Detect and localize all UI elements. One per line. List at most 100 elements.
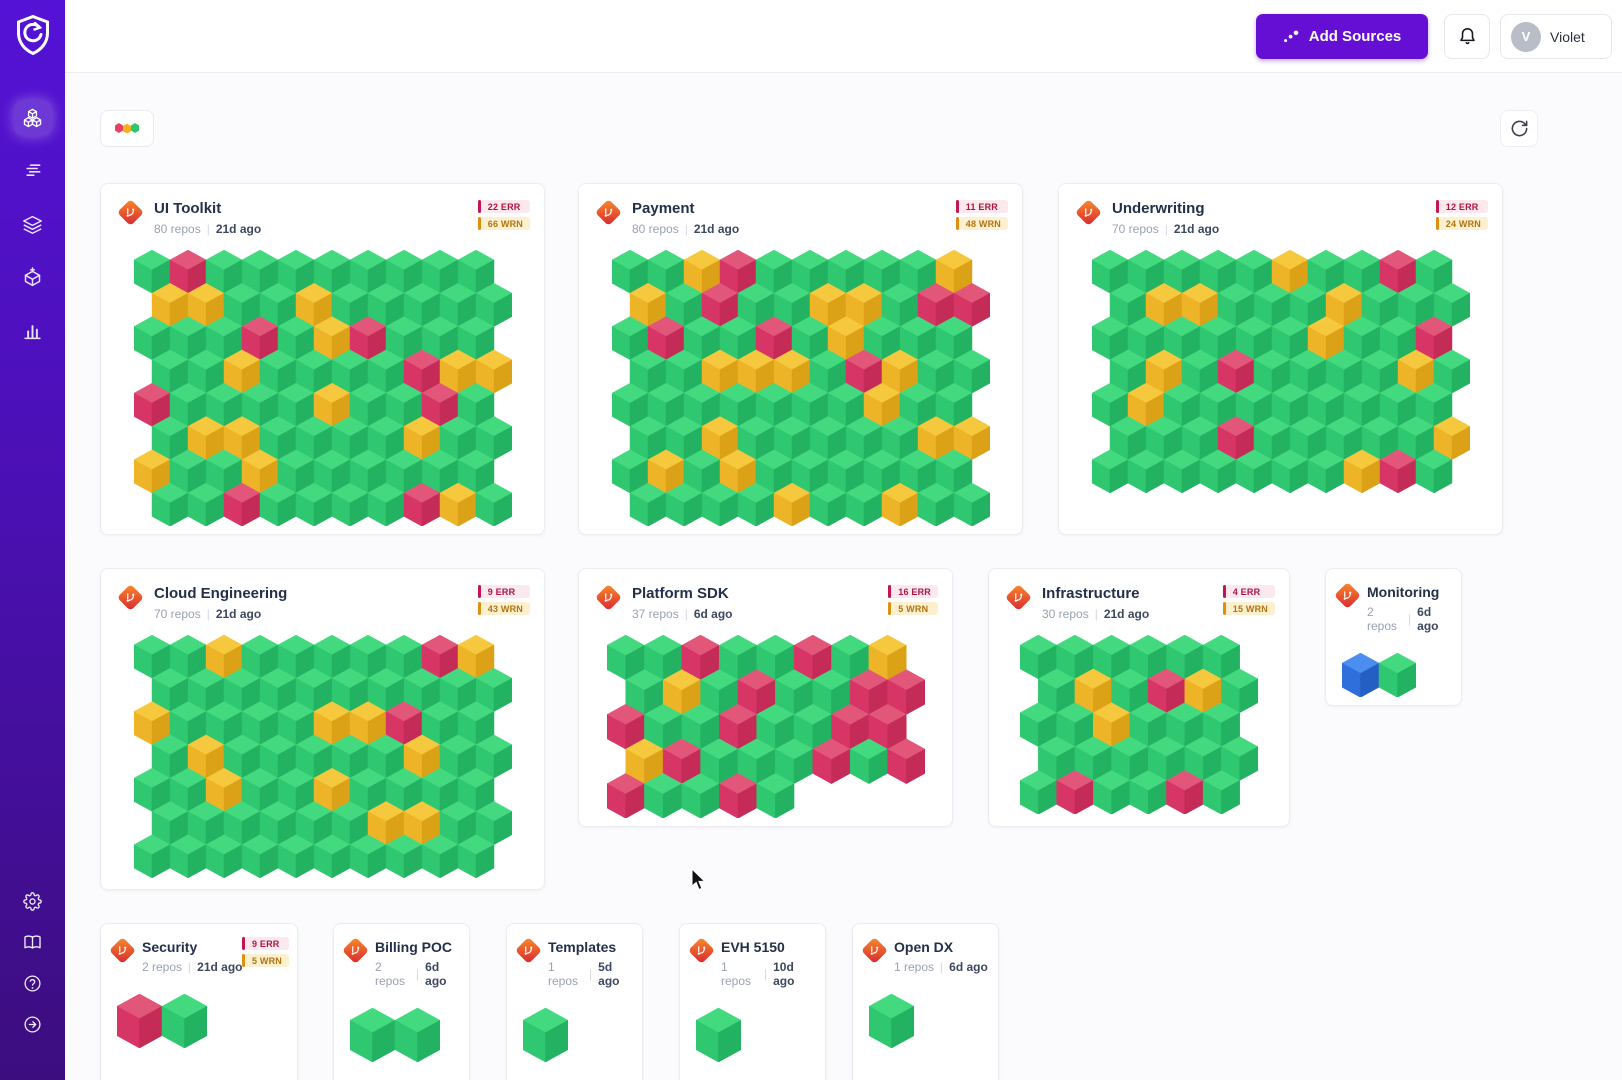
card-meta: 70 repos | 21d ago [1112,222,1219,236]
meta-divider: | [940,960,944,974]
card-header: Underwriting 70 repos | 21d ago 12 ERR 2… [1059,184,1502,242]
repo-grid-wrap [507,992,642,1072]
sidebar-footer-docs[interactable] [21,930,45,954]
group-card-platform-sdk[interactable]: Platform SDK 37 repos | 6d ago 16 ERR 5 … [578,568,953,827]
repo-count: 1 repos [548,960,579,988]
group-card-security[interactable]: Security 2 repos | 21d ago 9 ERR 5 WRN [100,923,298,1080]
meta-divider: | [763,967,768,981]
card-title: Security [142,939,198,955]
error-count: 12 ERR [1445,201,1479,212]
card-meta: 2 repos | 21d ago [142,960,243,974]
repo-cube-grid[interactable] [1091,250,1470,493]
last-updated: 6d ago [1417,605,1439,633]
error-badge: 12 ERR [1435,200,1488,213]
group-card-templates[interactable]: Templates 1 repos | 5d ago [506,923,643,1080]
error-badge: 4 ERR [1222,585,1275,598]
repo-cube-grid[interactable] [117,994,207,1048]
repo-cube-grid[interactable] [133,250,512,527]
git-diamond-icon [109,937,136,964]
group-card-infrastructure[interactable]: Infrastructure 30 repos | 21d ago 4 ERR … [988,568,1290,827]
card-header: UI Toolkit 80 repos | 21d ago 22 ERR 66 … [101,184,544,242]
sidebar-item-layers[interactable] [14,206,52,242]
repo-cube-grid[interactable] [523,1008,568,1062]
card-title: Payment [632,200,695,217]
warning-badge: 15 WRN [1222,602,1275,615]
layers-icon [22,214,43,235]
warning-badge: 43 WRN [477,602,530,615]
error-badge-bar [888,585,892,598]
card-title: Infrastructure [1042,585,1140,602]
repo-cube-grid[interactable] [606,635,925,819]
add-sources-label: Add Sources [1308,28,1402,45]
card-title: Monitoring [1367,584,1440,600]
repo-count: 70 repos [1112,222,1159,236]
group-card-evh-5150[interactable]: EVH 5150 1 repos | 10d ago [679,923,826,1080]
repo-cube-grid[interactable] [1020,635,1258,815]
group-card-ui-toolkit[interactable]: UI Toolkit 80 repos | 21d ago 22 ERR 66 … [100,183,545,535]
repo-count: 1 repos [721,960,752,988]
sparkle-dots-icon [1283,30,1299,42]
card-title: EVH 5150 [721,939,785,955]
card-title: UI Toolkit [154,200,222,217]
meta-divider: | [1094,607,1098,621]
repo-count: 2 repos [1367,605,1398,633]
repo-cube-grid[interactable] [611,250,990,527]
last-updated: 6d ago [693,607,733,621]
warning-badge-bar [1222,602,1226,615]
git-diamond-icon [342,937,369,964]
group-card-open-dx[interactable]: Open DX 1 repos | 6d ago [852,923,999,1080]
app-logo-shield-icon[interactable] [13,14,53,58]
sidebar-footer-settings[interactable] [21,889,45,913]
sidebar-item-add-package[interactable] [14,259,52,295]
git-diamond-icon [117,199,144,226]
card-meta: 1 repos | 5d ago [548,960,632,988]
warning-badge: 66 WRN [477,217,530,230]
meta-divider: | [206,222,210,236]
card-header: EVH 5150 1 repos | 10d ago [680,924,825,992]
group-card-monitoring[interactable]: Monitoring 2 repos | 6d ago [1325,568,1462,706]
meta-divider: | [684,222,688,236]
git-diamond-icon [1075,199,1102,226]
topbar: Add Sources V Violet [65,0,1622,73]
group-card-underwriting[interactable]: Underwriting 70 repos | 21d ago 12 ERR 2… [1058,183,1503,535]
gear-icon [23,891,42,911]
repo-cube-grid[interactable] [1342,653,1416,698]
mouse-cursor [691,869,706,891]
warning-count: 66 WRN [487,218,523,229]
add-sources-button[interactable]: Add Sources [1256,14,1428,59]
user-menu[interactable]: V Violet [1500,14,1612,59]
refresh-button[interactable] [1500,110,1538,147]
sidebar-footer-help[interactable] [21,971,45,995]
repo-cube-grid[interactable] [350,1008,440,1062]
group-card-payment[interactable]: Payment 80 repos | 21d ago 11 ERR 48 WRN [578,183,1023,535]
repo-grid-wrap [680,992,825,1072]
repo-cube-grid[interactable] [696,1008,741,1062]
warning-count: 5 WRN [898,603,929,614]
error-count: 11 ERR [965,201,998,212]
error-badge: 9 ERR [242,937,289,950]
repo-cube-grid[interactable] [869,994,914,1048]
repo-grid-wrap [579,627,952,834]
repo-grid-wrap [1059,242,1502,509]
error-badge-bar [1222,585,1226,598]
last-updated: 5d ago [598,960,620,988]
notifications-button[interactable] [1444,14,1490,59]
status-filter-button[interactable] [100,110,154,147]
sidebar-item-activity[interactable] [14,153,52,189]
warning-badge: 24 WRN [1435,217,1488,230]
meta-divider: | [206,607,210,621]
last-updated: 21d ago [215,222,262,236]
card-title: Platform SDK [632,585,729,602]
sidebar-item-analytics[interactable] [14,312,52,348]
group-card-cloud-engineering[interactable]: Cloud Engineering 70 repos | 21d ago 9 E… [100,568,545,890]
card-header: Cloud Engineering 70 repos | 21d ago 9 E… [101,569,544,627]
help-icon [23,974,42,993]
repo-cube-grid[interactable] [133,635,512,878]
sidebar-footer-logout[interactable] [21,1012,45,1036]
card-header: Billing POC 2 repos | 6d ago [334,924,469,992]
sidebar-item-groups[interactable] [13,100,52,136]
repo-grid-wrap [101,242,544,542]
group-card-billing-poc[interactable]: Billing POC 2 repos | 6d ago [333,923,470,1080]
stream-icon [23,161,43,181]
repo-count: 1 repos [894,960,935,974]
